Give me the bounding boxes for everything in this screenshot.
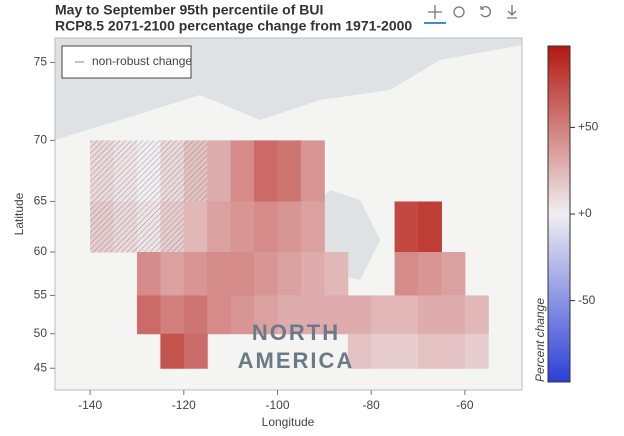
- heatmap-cell: [324, 295, 349, 335]
- y-tick-label: 50: [34, 326, 48, 340]
- x-tick-label: -140: [78, 398, 102, 412]
- heatmap-cell: [441, 295, 466, 335]
- y-tick-label: 60: [34, 244, 48, 258]
- heatmap-cell: [254, 252, 278, 296]
- heatmap-cell: [230, 295, 255, 335]
- heatmap-cell: [183, 201, 208, 253]
- colorbar-label: Percent change: [533, 298, 547, 382]
- heatmap-cell: [136, 295, 161, 335]
- hatch: [90, 140, 115, 202]
- heatmap-cell: [418, 252, 442, 296]
- heatmap-cell: [418, 333, 442, 369]
- heatmap-cell: [136, 252, 161, 296]
- heatmap-cell: [277, 295, 302, 335]
- heatmap-cell: [207, 295, 232, 335]
- heatmap-cell: [394, 295, 419, 335]
- heatmap-cell: [230, 252, 255, 296]
- heatmap-cell: [300, 252, 325, 296]
- x-tick-label: -60: [456, 398, 474, 412]
- x-tick-label: -100: [265, 398, 289, 412]
- heatmap-cell: [394, 333, 419, 369]
- heatmap-cell: [160, 295, 185, 335]
- heatmap-cell: [347, 333, 372, 369]
- heatmap-cell: [183, 295, 208, 335]
- hatch: [113, 140, 138, 202]
- zoom-tool[interactable]: [453, 6, 465, 18]
- y-tick-label: 45: [34, 360, 48, 374]
- x-tick-label: -120: [172, 398, 196, 412]
- heatmap-cell: [371, 295, 396, 335]
- chart-title: May to September 95th percentile of BUI: [55, 2, 323, 18]
- plot-frame: [54, 37, 523, 391]
- heatmap-cell: [230, 140, 255, 202]
- heatmap-cell: [254, 140, 278, 202]
- heatmap-cell: [418, 201, 442, 253]
- heatmap-cell: [230, 201, 255, 253]
- map-label: AMERICA: [238, 348, 355, 373]
- heatmap-cell: [207, 201, 232, 253]
- heatmap-cell: [371, 333, 396, 369]
- hatch: [160, 201, 185, 253]
- pan-tool[interactable]: [428, 5, 442, 19]
- toolbar: [424, 5, 517, 24]
- heatmap-cell: [441, 252, 466, 296]
- hatch: [136, 201, 161, 253]
- map-label: NORTH: [252, 320, 340, 345]
- heatmap-cell: [207, 252, 232, 296]
- heatmap-cell: [277, 201, 302, 253]
- heatmap-cell: [441, 333, 466, 369]
- y-axis-label: Latitude: [12, 192, 26, 235]
- heatmap-cell: [464, 333, 489, 369]
- hatch: [113, 201, 138, 253]
- heatmap-cell: [418, 295, 442, 335]
- heatmap-cell: [394, 201, 419, 253]
- y-tick-label: 70: [34, 133, 48, 147]
- heatmap-cell: [277, 252, 302, 296]
- heatmap-cell: [183, 252, 208, 296]
- heatmap-cell: [300, 140, 325, 202]
- y-tick-label: 75: [34, 55, 48, 69]
- colorbar: [547, 45, 571, 383]
- hatch: [183, 140, 208, 202]
- colorbar-tick-label: +0: [578, 206, 592, 220]
- heatmap-cell: [394, 252, 419, 296]
- heatmap-cell: [277, 140, 302, 202]
- hatch: [136, 140, 161, 202]
- legend-label: non-robust change: [92, 54, 192, 68]
- heatmap-cell: [207, 140, 232, 202]
- hatch: [90, 201, 115, 253]
- y-tick-label: 55: [34, 288, 48, 302]
- heatmap-cell: [160, 252, 185, 296]
- y-tick-label: 65: [34, 194, 48, 208]
- heatmap-cell: [254, 295, 278, 335]
- heatmap-cell: [347, 295, 372, 335]
- heatmap-cell: [324, 252, 349, 296]
- colorbar-tick-label: +50: [578, 120, 599, 134]
- heatmap-cell: [160, 333, 185, 369]
- reset-tool[interactable]: [480, 6, 491, 18]
- colorbar-tick-label: -50: [578, 293, 596, 307]
- x-tick-label: -80: [363, 398, 381, 412]
- chart-subtitle: RCP8.5 2071-2100 percentage change from …: [55, 18, 412, 34]
- heatmap-cell: [464, 295, 489, 335]
- heatmap-cell: [254, 201, 278, 253]
- legend-box: [61, 45, 192, 79]
- hatch: [160, 140, 185, 202]
- heatmap-cell: [300, 201, 325, 253]
- x-axis-label: Longitude: [262, 415, 315, 429]
- heatmap-cell: [300, 295, 325, 335]
- save-tool[interactable]: [507, 5, 517, 19]
- heatmap-cell: [183, 333, 208, 369]
